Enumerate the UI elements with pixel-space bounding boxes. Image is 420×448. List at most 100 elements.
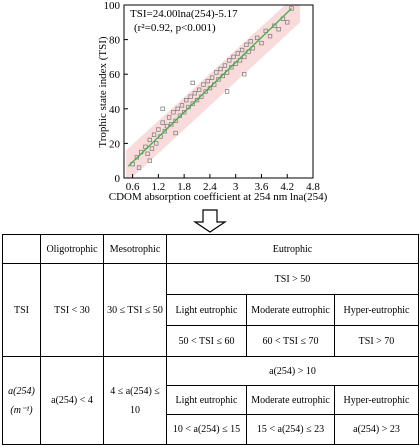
point bbox=[229, 65, 234, 70]
y-tick-label: 80 bbox=[109, 35, 121, 47]
point bbox=[224, 89, 230, 94]
confidence-band bbox=[126, 5, 301, 178]
chart: TSI=24.00lna(254)-5.17 (r²=0.92, p<0.001… bbox=[97, 0, 328, 233]
point bbox=[190, 80, 195, 86]
point bbox=[171, 110, 176, 115]
point bbox=[201, 82, 206, 87]
point bbox=[214, 70, 219, 75]
cell: TSI < 30 bbox=[40, 263, 104, 357]
equation: TSI=24.00lna(254)-5.17 bbox=[130, 8, 238, 20]
point bbox=[162, 129, 167, 134]
point bbox=[248, 39, 253, 44]
x-tick-label: 2.4 bbox=[203, 181, 217, 193]
cell: TSI > 70 bbox=[334, 325, 419, 357]
point bbox=[169, 122, 174, 127]
point bbox=[173, 130, 178, 136]
point bbox=[134, 155, 140, 160]
point bbox=[259, 40, 264, 46]
y-axis-label: Trophic state index (TSI) bbox=[97, 36, 109, 147]
point bbox=[173, 118, 178, 124]
point bbox=[239, 47, 245, 53]
sub-header: Moderate eutrophic bbox=[246, 294, 335, 326]
point bbox=[242, 54, 247, 60]
cell: 50 < TSI ≤ 60 bbox=[166, 325, 247, 357]
header-cell: Eutrophic bbox=[166, 234, 419, 264]
sub-header: Light eutrophic bbox=[166, 294, 247, 326]
point bbox=[203, 89, 208, 94]
point bbox=[209, 75, 215, 80]
row-label: TSI bbox=[2, 263, 41, 357]
point bbox=[192, 91, 198, 96]
x-tick-label: 3.6 bbox=[255, 181, 269, 193]
corner-cell bbox=[2, 234, 41, 264]
sub-header: Hyper-eutrophic bbox=[334, 385, 419, 415]
x-tick-label: 0.6 bbox=[126, 181, 140, 193]
cell: a(254) > 23 bbox=[334, 414, 419, 445]
point bbox=[156, 127, 161, 132]
point bbox=[289, 6, 294, 11]
point bbox=[216, 77, 221, 82]
y-tick-label: 0 bbox=[115, 173, 121, 185]
cell: 4 ≤ a(254) ≤ 10 bbox=[103, 356, 167, 445]
point bbox=[177, 113, 182, 118]
point bbox=[205, 78, 210, 84]
cell: 10 < a(254) ≤ 15 bbox=[166, 414, 247, 445]
point bbox=[222, 63, 228, 68]
point bbox=[149, 146, 155, 151]
point bbox=[188, 94, 193, 99]
point bbox=[175, 106, 180, 111]
x-tick-label: 1.2 bbox=[151, 181, 165, 193]
point bbox=[272, 23, 277, 28]
classification-table: Oligotrophic Mesotrophic Eutrophic TSI T… bbox=[2, 234, 419, 445]
point bbox=[242, 72, 247, 77]
y-tick-label: 60 bbox=[109, 69, 121, 81]
point bbox=[147, 158, 152, 163]
plot-frame bbox=[123, 4, 314, 179]
point bbox=[181, 110, 187, 115]
point bbox=[197, 87, 202, 92]
point bbox=[164, 123, 170, 129]
point bbox=[151, 132, 157, 137]
x-tick-label: 4.2 bbox=[280, 181, 294, 193]
point bbox=[143, 144, 148, 150]
cell: 15 < a(254) ≤ 23 bbox=[246, 414, 335, 445]
point bbox=[160, 106, 165, 111]
point bbox=[244, 42, 249, 47]
point bbox=[218, 66, 223, 72]
point bbox=[227, 58, 232, 63]
point bbox=[145, 151, 150, 156]
point bbox=[194, 97, 200, 103]
cell: 60 < TSI ≤ 70 bbox=[246, 325, 335, 357]
statistics: (r²=0.92, p<0.001) bbox=[134, 22, 216, 34]
point bbox=[231, 54, 236, 60]
point bbox=[255, 35, 260, 41]
sub-header: Hyper-eutrophic bbox=[334, 294, 419, 326]
point bbox=[136, 165, 142, 170]
down-arrow bbox=[193, 209, 227, 233]
y-tick-label: 20 bbox=[109, 138, 121, 150]
cell: a(254) > 10 bbox=[166, 356, 419, 386]
sub-header: Moderate eutrophic bbox=[246, 385, 335, 415]
point bbox=[166, 115, 172, 120]
point bbox=[276, 27, 281, 32]
cell: TSI > 50 bbox=[166, 263, 419, 295]
point bbox=[190, 101, 195, 106]
cell: 30 ≤ TSI ≤ 50 bbox=[103, 263, 167, 357]
point bbox=[179, 103, 185, 108]
point bbox=[147, 137, 152, 143]
y-tick-label: 40 bbox=[109, 104, 121, 116]
point bbox=[267, 33, 273, 39]
x-axis-label: CDOM absorption coefficient at 254 nm ln… bbox=[109, 191, 328, 203]
x-tick-label: 4.8 bbox=[306, 181, 320, 193]
sub-header: Light eutrophic bbox=[166, 385, 247, 415]
y-tick-label: 100 bbox=[104, 0, 121, 12]
point bbox=[207, 85, 213, 91]
x-tick-label: 1.8 bbox=[177, 181, 191, 193]
point bbox=[160, 120, 165, 125]
x-tick-label: 3 bbox=[233, 181, 239, 193]
point bbox=[235, 51, 240, 56]
header-cell: Mesotrophic bbox=[103, 234, 167, 264]
header-cell: Oligotrophic bbox=[40, 234, 104, 264]
row-label: a(254) (m⁻¹) bbox=[2, 356, 41, 445]
